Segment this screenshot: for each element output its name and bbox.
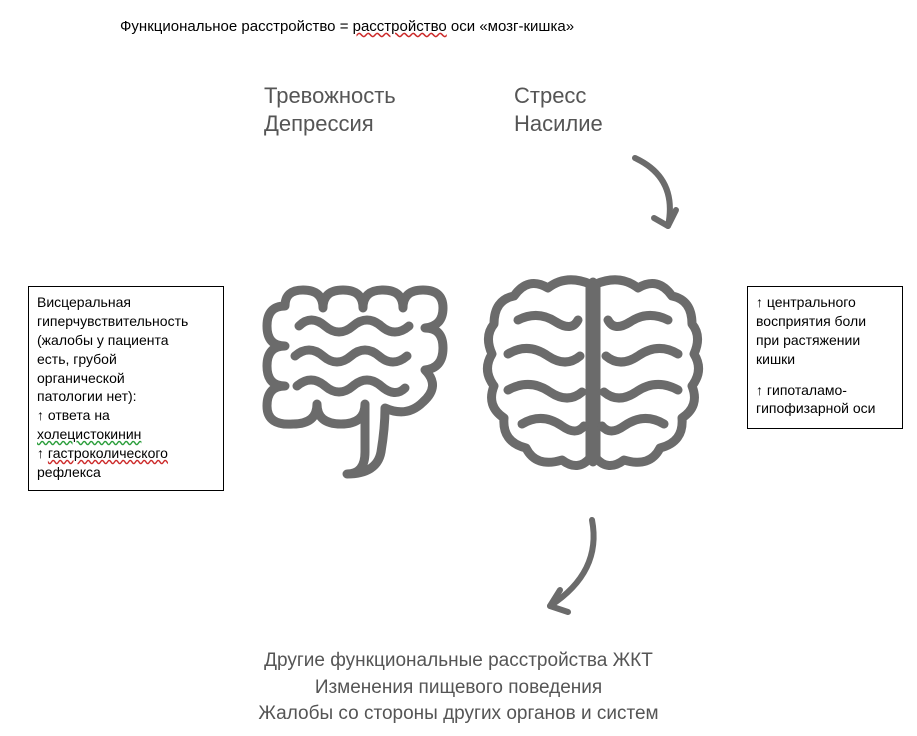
left-box-item1: ↑ ответа на [37,406,215,425]
diagram-title: Функциональное расстройство = расстройст… [120,18,574,35]
left-box-item2-suffix: рефлекса [37,463,215,482]
right-box-line: кишки [756,350,894,369]
right-info-box: ↑ центрального восприятия боли при растя… [747,286,903,429]
right-box-line: гипофизарной оси [756,399,894,418]
left-box-line: (жалобы у пациента [37,331,215,350]
bottom-text-block: Другие функциональные расстройства ЖКТ И… [0,648,917,728]
top-left-labels: Тревожность Депрессия [264,82,396,137]
left-box-line: патологии нет): [37,387,215,406]
left-box-line: Висцеральная [37,293,215,312]
label-depression: Депрессия [264,110,396,138]
up-arrow-icon: ↑ ответа на [37,407,110,423]
label-violence: Насилие [514,110,603,138]
left-box-line: есть, грубой [37,350,215,369]
right-box-line: ↑ центрального [756,293,894,312]
arrow-bottom-icon [520,510,620,630]
left-box-item1-word: холецистокинин [37,425,215,444]
spacer [756,369,894,381]
right-box-line: при растяжении [756,331,894,350]
title-suffix: оси «мозг-кишка» [447,18,574,35]
bottom-line2: Изменения пищевого поведения [0,675,917,702]
label-stress: Стресс [514,82,603,110]
bottom-line3: Жалобы со стороны других органов и систе… [0,701,917,728]
left-info-box: Висцеральная гиперчувствительность (жало… [28,286,224,491]
right-box-line: ↑ гипоталамо- [756,381,894,400]
brain-icon [478,266,708,486]
left-box-line: органической [37,369,215,388]
intestine-icon [245,268,465,488]
title-underlined: расстройство [353,18,447,35]
bottom-line1: Другие функциональные расстройства ЖКТ [0,648,917,675]
label-anxiety: Тревожность [264,82,396,110]
top-right-labels: Стресс Насилие [514,82,603,137]
right-box-line: восприятия боли [756,312,894,331]
left-box-item2: ↑ гастроколического [37,444,215,463]
title-prefix: Функциональное расстройство = [120,18,353,35]
arrow-top-icon [620,150,700,250]
left-box-line: гиперчувствительность [37,312,215,331]
